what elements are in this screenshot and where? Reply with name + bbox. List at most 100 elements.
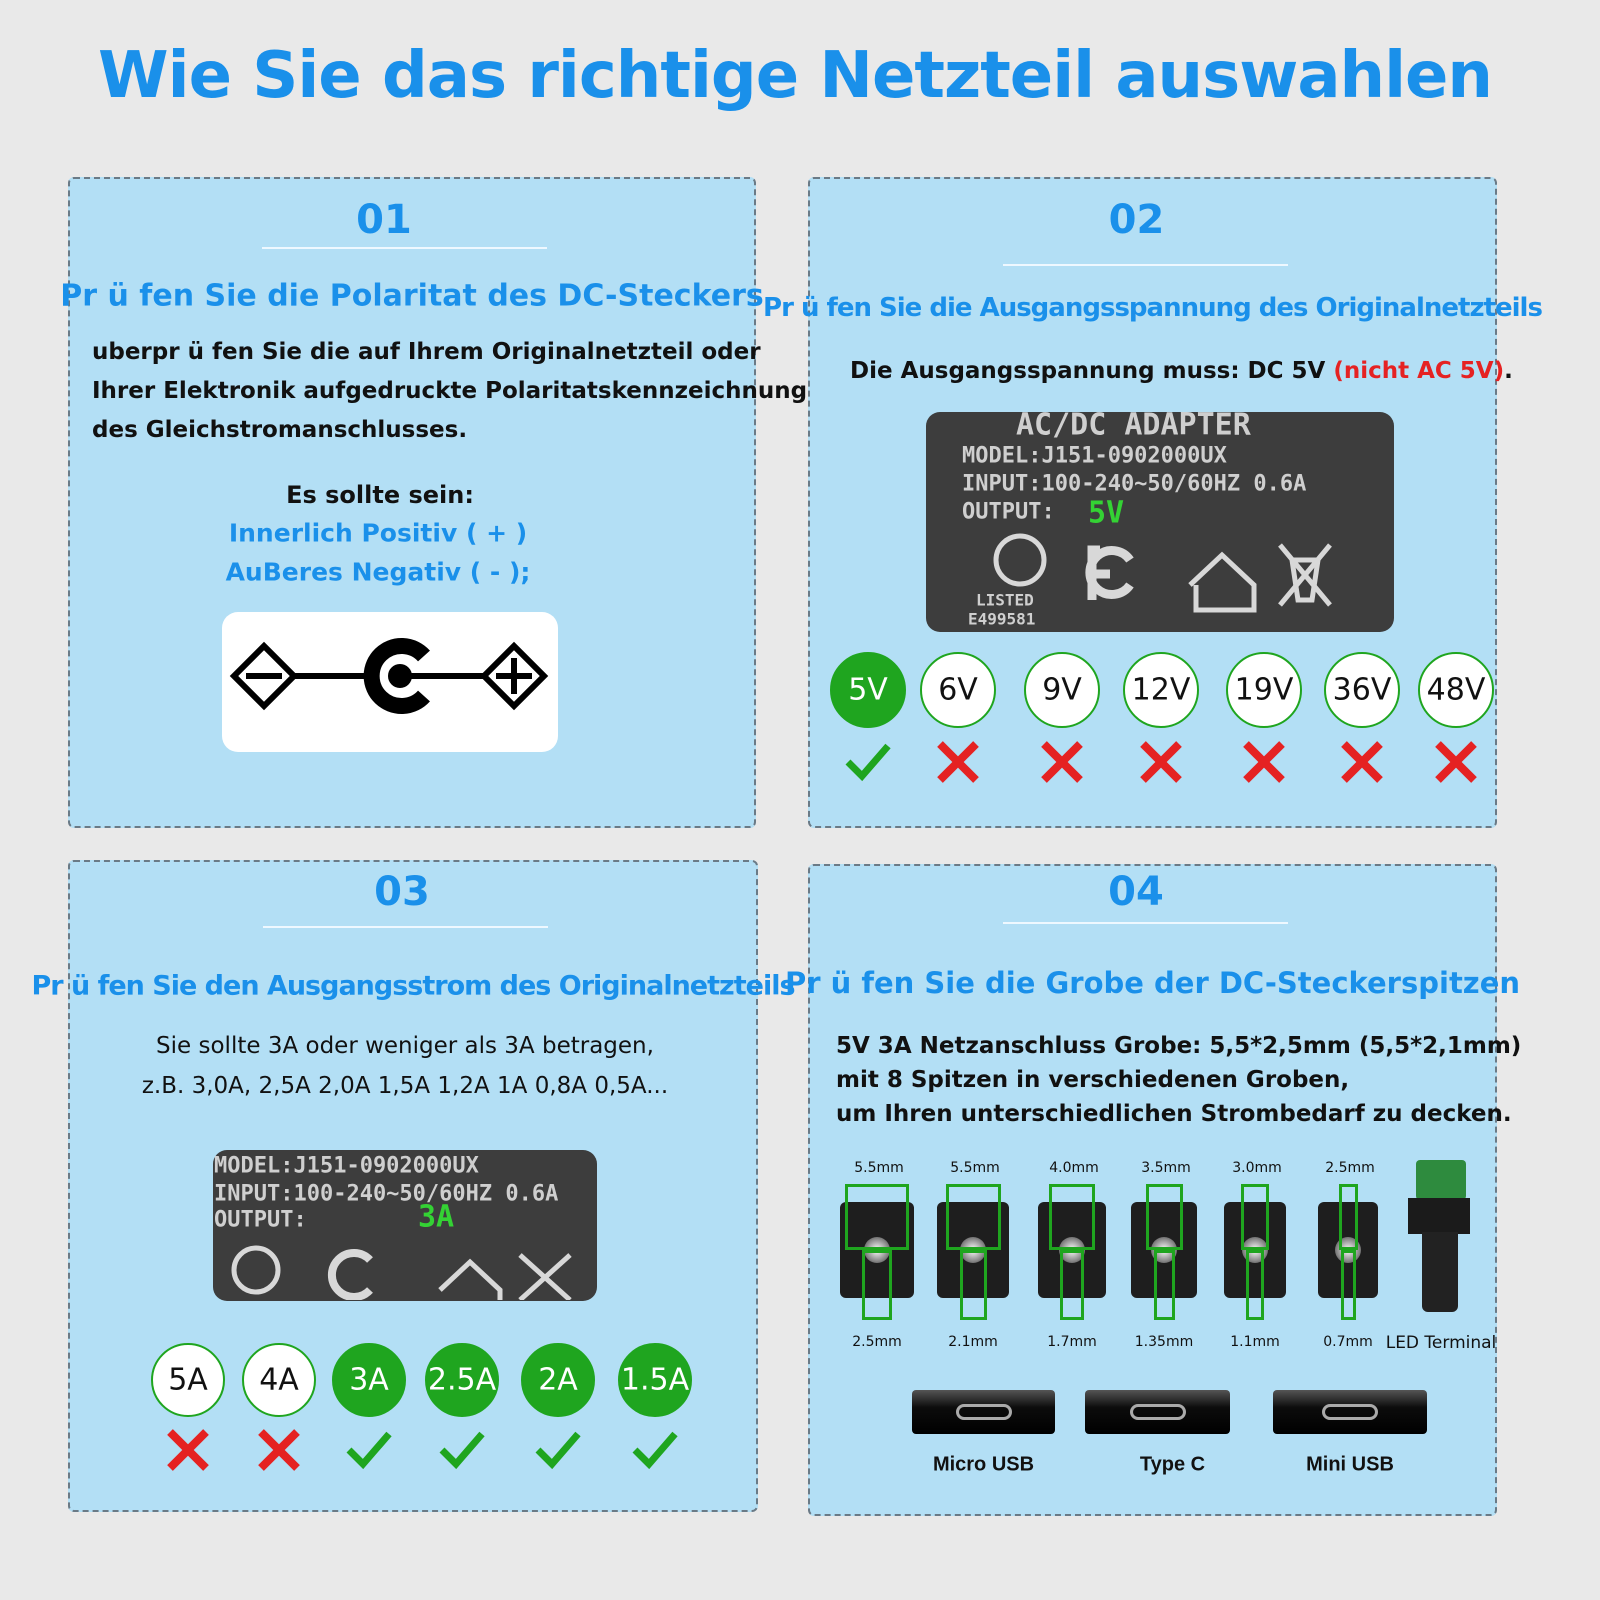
page-title: Wie Sie das richtige Netzteil auswahlen bbox=[98, 39, 1493, 113]
cross-mark bbox=[1243, 741, 1285, 783]
panel-number: 04 bbox=[1108, 869, 1164, 915]
usb-port bbox=[1129, 1404, 1186, 1420]
usb-port bbox=[955, 1404, 1012, 1420]
option-label: 5A bbox=[168, 1362, 208, 1398]
size-frame bbox=[1241, 1184, 1269, 1250]
terminal-body bbox=[1408, 1198, 1470, 1234]
option-label: 2A bbox=[538, 1362, 578, 1398]
panel-number: 03 bbox=[374, 869, 430, 915]
option-label: 36V bbox=[1332, 672, 1392, 708]
option-label: 6V bbox=[938, 672, 978, 708]
adapter-label-text: INPUT:100-240~50/60HZ 0.6A bbox=[962, 471, 1307, 497]
option-circle bbox=[425, 1343, 499, 1417]
panel-heading: Pr ü fen Sie die Grobe der DC-Steckerspi… bbox=[784, 966, 1521, 1000]
size-frame bbox=[1145, 1184, 1183, 1250]
option-circle bbox=[1024, 652, 1100, 728]
size-frame bbox=[945, 1184, 1001, 1250]
body-text: 5V 3A Netzanschluss Grobe: 5,5*2,5mm (5,… bbox=[836, 1033, 1522, 1059]
tip-outer-size: 3.0mm bbox=[1232, 1160, 1282, 1176]
adapter-label-text: MODEL:J151-0902000UX bbox=[962, 443, 1227, 469]
panel-number: 01 bbox=[356, 197, 412, 243]
option-circle bbox=[920, 652, 996, 728]
usb-label: Micro USB bbox=[932, 1453, 1035, 1476]
size-frame bbox=[1060, 1250, 1084, 1320]
body-text: z.B. 3,0A, 2,5A 2,0A 1,5A 1,2A 1A 0,8A 0… bbox=[141, 1073, 669, 1099]
option-label: 5V bbox=[848, 672, 888, 708]
polarity-note: AuBeres Negativ ( - ); bbox=[225, 557, 531, 587]
tip-inner-size: 2.5mm bbox=[852, 1334, 902, 1350]
option-circle bbox=[1123, 652, 1199, 728]
terminal-barrel bbox=[1422, 1232, 1458, 1312]
cross-mark bbox=[258, 1429, 300, 1471]
body-text: um Ihren unterschiedlichen Strombedarf z… bbox=[836, 1101, 1512, 1127]
divider bbox=[262, 247, 547, 249]
size-frame bbox=[959, 1250, 987, 1320]
adapter-label-text: MODEL:J151-0902000UX bbox=[214, 1153, 479, 1179]
tip-outer-size: 3.5mm bbox=[1141, 1160, 1191, 1176]
polarity-note: Innerlich Positiv ( + ) bbox=[228, 518, 528, 548]
adapter-logos bbox=[993, 533, 1332, 613]
cross-mark bbox=[1140, 741, 1182, 783]
adapter-label-text: LISTED bbox=[976, 590, 1034, 610]
body-text-part: (nicht AC 5V) bbox=[1333, 358, 1505, 384]
body-text: uberpr ü fen Sie die auf Ihrem Originaln… bbox=[92, 339, 761, 365]
check-mark bbox=[346, 1431, 392, 1470]
adapter-label-text: INPUT:100-240~50/60HZ 0.6A bbox=[214, 1181, 559, 1207]
option-label: 3A bbox=[349, 1362, 389, 1398]
terminal-block bbox=[1416, 1160, 1466, 1200]
option-label: 12V bbox=[1131, 672, 1191, 708]
size-frame bbox=[1246, 1250, 1264, 1320]
usb-label: Mini USB bbox=[1306, 1453, 1394, 1476]
body-text: Die Ausgangsspannung muss: DC 5V (nicht A… bbox=[850, 358, 1513, 384]
terminal-label: LED Terminal bbox=[1385, 1333, 1497, 1353]
tip-outer-size: 4.0mm bbox=[1049, 1160, 1099, 1176]
option-circle bbox=[332, 1343, 406, 1417]
check-mark bbox=[632, 1431, 678, 1470]
body-text: des Gleichstromanschlusses. bbox=[92, 417, 468, 443]
panel-heading: Pr ü fen Sie die Ausgangsspannung des Or… bbox=[763, 293, 1543, 323]
usb-connector bbox=[1085, 1390, 1230, 1434]
cross-mark bbox=[1041, 741, 1083, 783]
body-text-part: . bbox=[1504, 358, 1513, 384]
option-circle bbox=[830, 652, 906, 728]
size-frame bbox=[1338, 1184, 1358, 1250]
adapter-label-text: 3A bbox=[418, 1199, 455, 1235]
adapter-label-text: 5V bbox=[1088, 495, 1125, 531]
panel-heading: Pr ü fen Sie die Polaritat des DC-Stecke… bbox=[60, 278, 764, 314]
tip-inner-size: 1.7mm bbox=[1047, 1334, 1097, 1350]
body-text-part: Die Ausgangsspannung muss: DC 5V bbox=[850, 358, 1326, 384]
tip-outer-size: 5.5mm bbox=[950, 1160, 1000, 1176]
option-label: 1.5A bbox=[620, 1362, 690, 1398]
size-frame bbox=[1049, 1184, 1095, 1250]
adapter-label bbox=[926, 412, 1394, 632]
tip-inner-size: 1.35mm bbox=[1134, 1334, 1194, 1350]
body-text: Ihrer Elektronik aufgedruckte Polaritats… bbox=[92, 378, 808, 404]
adapter-label-text: OUTPUT: bbox=[962, 499, 1055, 525]
tip-outer-size: 2.5mm bbox=[1325, 1160, 1375, 1176]
subheading: Es sollte sein: bbox=[286, 481, 474, 509]
cross-mark bbox=[937, 741, 979, 783]
adapter-label-text: E499581 bbox=[968, 609, 1036, 629]
panel-number: 02 bbox=[1108, 197, 1165, 243]
polarity-symbol bbox=[229, 638, 549, 714]
adapter-label-text: OUTPUT: bbox=[214, 1207, 307, 1233]
size-frame bbox=[862, 1250, 892, 1320]
adapter-logos bbox=[231, 1245, 572, 1300]
usb-port bbox=[1322, 1404, 1378, 1420]
check-mark bbox=[535, 1431, 581, 1470]
tip-inner-size: 2.1mm bbox=[948, 1334, 998, 1350]
usb-connector bbox=[912, 1390, 1055, 1434]
usb-label: Type C bbox=[1139, 1453, 1206, 1476]
option-label: 4A bbox=[259, 1362, 299, 1398]
option-circle bbox=[618, 1343, 692, 1417]
panel-heading: Pr ü fen Sie den Ausgangsstrom des Origi… bbox=[31, 970, 795, 1002]
size-frame bbox=[1340, 1250, 1356, 1320]
divider bbox=[1002, 264, 1288, 266]
option-label: 2.5A bbox=[427, 1362, 497, 1398]
adapter-label-text: AC/DC ADAPTER bbox=[1016, 407, 1251, 443]
check-mark bbox=[845, 743, 891, 782]
tip-inner-size: 0.7mm bbox=[1323, 1334, 1373, 1350]
body-text: Sie sollte 3A oder weniger als 3A betrag… bbox=[156, 1033, 654, 1059]
body-text: mit 8 Spitzen in verschiedenen Groben, bbox=[836, 1067, 1350, 1093]
